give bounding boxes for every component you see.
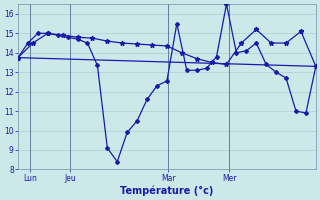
- X-axis label: Température (°c): Température (°c): [120, 185, 213, 196]
